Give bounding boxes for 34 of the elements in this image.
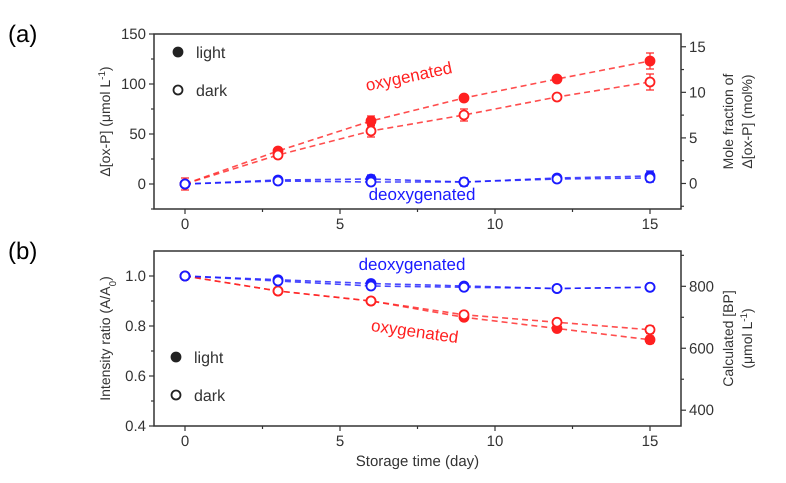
x-tick-label: 10 [486, 216, 504, 233]
y2-tick-label: 5 [689, 130, 698, 147]
x-tick-label: 15 [642, 433, 658, 450]
x-axis-title: Storage time (day) [356, 453, 480, 470]
y2-tick-label: 800 [689, 278, 714, 296]
y-tick-label: 100 [120, 76, 146, 93]
x-tick-label: 10 [486, 433, 504, 450]
y-tick-label: 0.4 [125, 418, 146, 435]
x-tick-label: 15 [642, 216, 658, 233]
y2-tick-label: 400 [689, 402, 714, 420]
y-tick-label: 1.0 [125, 268, 146, 285]
annotation: deoxygenated [368, 185, 476, 204]
y-tick-label: 50 [129, 126, 146, 143]
y-tick-label: 0.8 [125, 318, 146, 335]
y-tick-label: 150 [120, 26, 146, 43]
x-tick-label: 5 [336, 433, 344, 450]
annotation: dark [196, 83, 228, 100]
chart-title: (a) [8, 21, 38, 48]
y-tick-label: 0.6 [125, 368, 146, 385]
annotation: deoxygenated [358, 255, 466, 274]
y2-tick-label: 600 [689, 340, 714, 358]
x-tick-label: 5 [336, 216, 344, 233]
y2-axis-title: Mole fraction of Δ[ox-P] (mol%) [720, 74, 755, 170]
annotation: light [194, 350, 224, 367]
y2-tick-label: 0 [689, 175, 698, 192]
y-tick-label: 0 [138, 176, 146, 193]
y2-tick-label: 15 [689, 38, 706, 56]
x-tick-label: 0 [180, 216, 190, 233]
x-tick-label: 0 [180, 433, 190, 450]
annotation: dark [194, 388, 226, 405]
y2-tick-label: 10 [689, 84, 706, 102]
annotation: oxygenated [370, 316, 460, 348]
annotation: light [196, 45, 226, 62]
chart-title: (b) [8, 238, 38, 265]
